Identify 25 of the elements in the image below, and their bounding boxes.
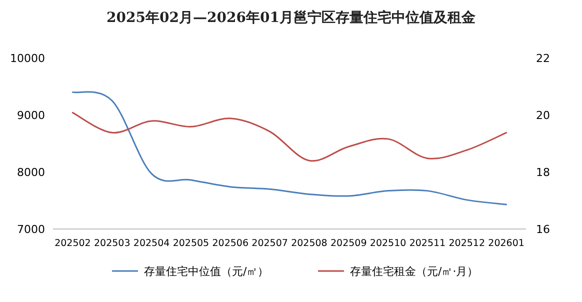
y-tick-label: 9000 (17, 109, 45, 122)
y2-tick-label: 16 (536, 223, 550, 236)
line-series (72, 112, 508, 162)
x-tick-label: 202504 (133, 238, 170, 249)
y-tick-label: 8000 (17, 166, 45, 179)
x-tick-label: 202510 (370, 238, 406, 249)
y2-tick-label: 22 (536, 52, 550, 65)
x-tick-label: 202505 (172, 238, 210, 249)
y2-tick-label: 20 (536, 109, 550, 122)
x-tick-label: 202512 (448, 238, 486, 249)
legend-label: 存量住宅中位值（元/㎡） (144, 265, 269, 278)
x-tick-label: 202511 (409, 238, 446, 249)
y2-tick-label: 18 (536, 166, 550, 179)
legend-label: 存量住宅租金（元/㎡·月） (350, 265, 478, 278)
line-series (72, 91, 508, 206)
x-tick-label: 202601 (488, 238, 524, 249)
x-tick-label: 202502 (54, 238, 91, 249)
x-tick-label: 202506 (212, 238, 249, 249)
y-tick-label: 7000 (17, 223, 45, 236)
x-tick-label: 202507 (252, 238, 288, 249)
chart-title: 2025年02月—2026年01月邕宁区存量住宅中位值及租金 (106, 9, 476, 26)
x-tick-label: 202509 (330, 238, 367, 249)
x-tick-label: 202503 (94, 238, 130, 249)
y-tick-label: 10000 (10, 52, 45, 65)
x-tick-label: 202508 (291, 238, 328, 249)
